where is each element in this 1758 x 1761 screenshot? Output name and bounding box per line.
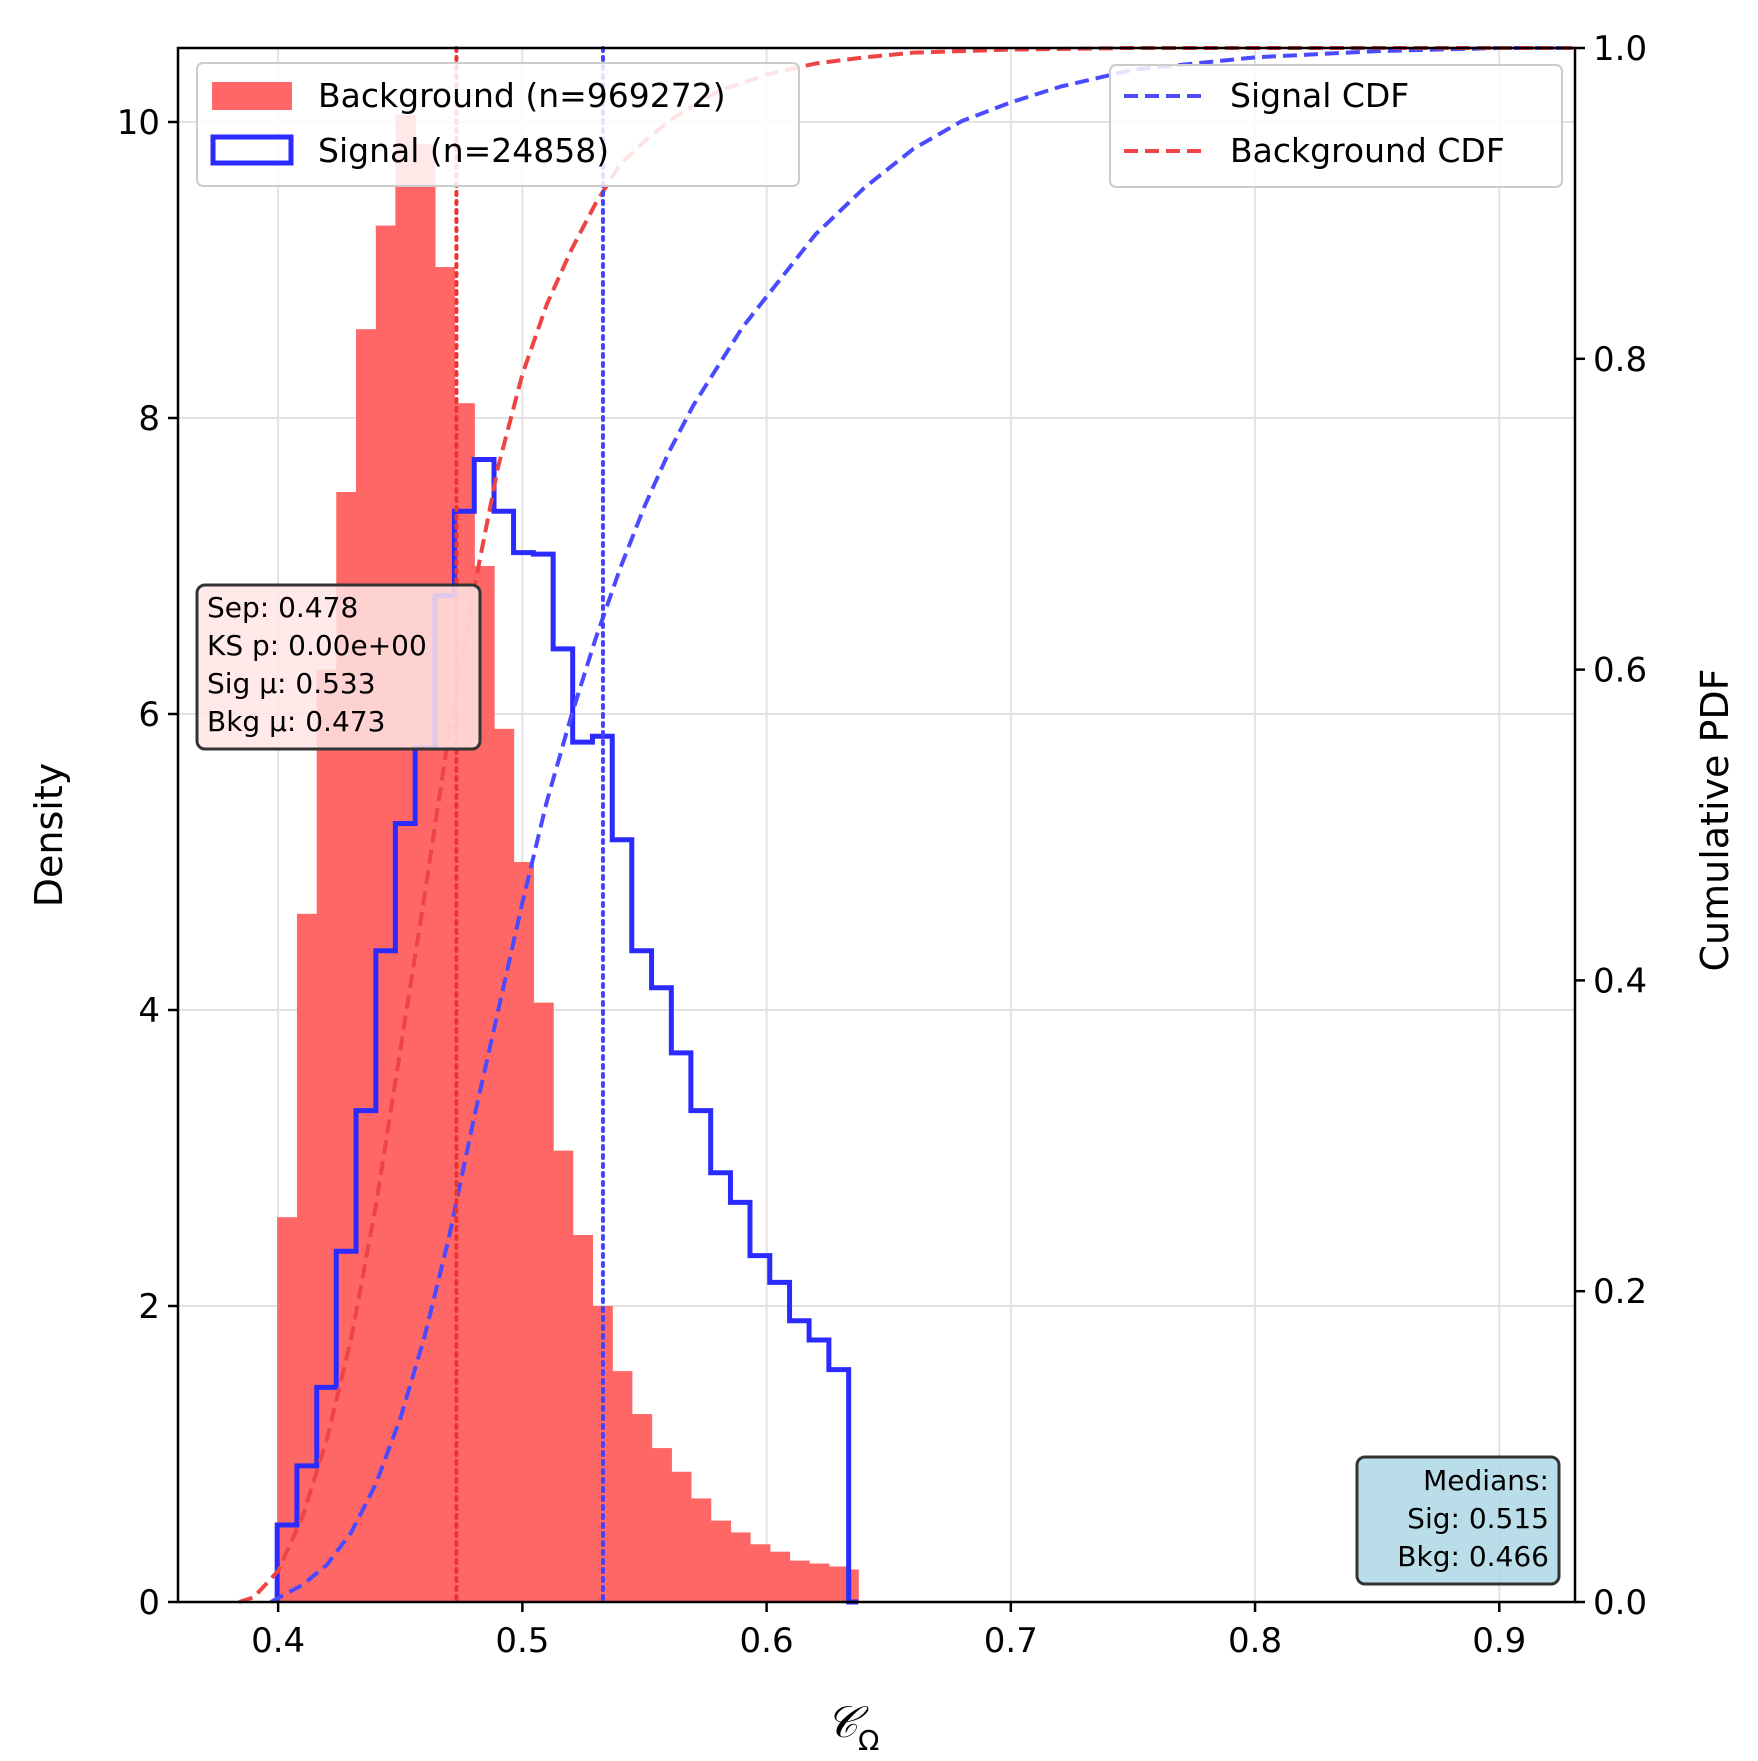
legend-swatch-background <box>212 82 292 110</box>
x-axis-title-subscript: Ω <box>858 1724 879 1757</box>
medians-box-frame <box>1355 1455 1561 1586</box>
legend-label-signal-cdf: Signal CDF <box>1230 76 1409 115</box>
legend-label-background: Background (n=969272) <box>318 76 726 115</box>
x-tick-label: 0.9 <box>1472 1621 1526 1661</box>
y2-tick-label: 1.0 <box>1593 29 1647 69</box>
legend-label-signal: Signal (n=24858) <box>318 131 609 170</box>
background-bar <box>533 1002 554 1602</box>
y2-tick-label: 0.6 <box>1593 651 1647 691</box>
background-bar <box>395 114 416 1603</box>
stats-signal-mean: Sig μ: 0.533 <box>207 667 376 700</box>
y2-tick-label: 0.0 <box>1593 1583 1647 1623</box>
x-tick-label: 0.5 <box>495 1621 549 1661</box>
y-axis-left: 0 2 4 6 8 10 <box>117 103 178 1623</box>
background-bar <box>336 492 357 1602</box>
y2-tick-label: 0.8 <box>1593 340 1647 380</box>
background-bar <box>612 1371 633 1602</box>
signal-histogram <box>274 456 859 1605</box>
x-tick-label: 0.4 <box>251 1621 305 1661</box>
background-bar <box>494 728 515 1602</box>
x-axis: 0.4 0.5 0.6 0.7 0.8 0.9 <box>251 1602 1526 1661</box>
background-bar <box>415 144 436 1603</box>
legend-frame <box>196 62 800 187</box>
stats-box: Sep: 0.478 KS p: 0.00e+00 Sig μ: 0.533 B… <box>195 583 482 751</box>
background-bar <box>434 267 456 1602</box>
y-tick-label: 2 <box>138 1287 160 1327</box>
background-bar <box>316 669 337 1602</box>
background-bar <box>375 225 396 1603</box>
plot-frame <box>176 46 1577 1604</box>
medians-box: Medians: Sig: 0.515 Bkg: 0.466 <box>1355 1455 1561 1586</box>
medians-title: Medians: <box>1423 1464 1549 1497</box>
y-tick-label: 4 <box>138 991 160 1031</box>
x-tick-label: 0.6 <box>740 1621 794 1661</box>
y-tick-label: 10 <box>117 103 160 143</box>
cdf-lines <box>238 46 1573 1604</box>
y-axis-right: 0.0 0.2 0.4 0.6 0.8 1.0 <box>1575 29 1647 1623</box>
background-bar <box>474 566 495 1602</box>
background-bar <box>553 1150 574 1602</box>
background-bar <box>690 1498 712 1602</box>
legend-swatch-signal <box>210 134 294 166</box>
background-bar <box>671 1471 692 1602</box>
y2-tick-label: 0.4 <box>1593 961 1647 1001</box>
background-bar <box>631 1414 653 1602</box>
background-bar <box>277 1217 298 1602</box>
signal-cdf-line <box>269 46 1573 1604</box>
stats-background-mean: Bkg μ: 0.473 <box>207 705 385 738</box>
median-background: Bkg: 0.466 <box>1397 1540 1549 1573</box>
legend-label-background-cdf: Background CDF <box>1230 131 1505 170</box>
y2-axis-title: Cumulative PDF <box>1693 669 1737 972</box>
background-bar <box>513 862 534 1602</box>
stats-box-frame <box>195 583 482 751</box>
background-cdf-line <box>238 46 1573 1604</box>
background-bar <box>848 1569 859 1602</box>
background-bar <box>730 1532 751 1602</box>
background-bar <box>749 1544 771 1602</box>
y-tick-label: 0 <box>138 1583 160 1623</box>
background-bar <box>828 1566 850 1602</box>
legend-cdf: Signal CDF Background CDF <box>1109 64 1563 188</box>
background-bar <box>809 1563 830 1602</box>
mean-lines <box>454 46 605 1604</box>
stats-ks-pvalue: KS p: 0.00e+00 <box>207 629 427 662</box>
signal-step-line <box>274 456 859 1605</box>
background-bar <box>710 1520 732 1602</box>
legend-frame <box>1109 64 1563 188</box>
legend-histograms: Background (n=969272) Signal (n=24858) <box>196 62 800 187</box>
x-tick-label: 0.8 <box>1228 1621 1282 1661</box>
y-tick-label: 6 <box>138 695 160 735</box>
background-bar <box>789 1560 810 1602</box>
y-axis-title: Density <box>27 763 71 907</box>
background-bar <box>769 1551 791 1602</box>
background-bar <box>572 1234 594 1602</box>
y-tick-label: 8 <box>138 399 160 439</box>
stats-separation: Sep: 0.478 <box>207 591 358 624</box>
x-tick-label: 0.7 <box>984 1621 1038 1661</box>
y2-tick-label: 0.2 <box>1593 1272 1647 1312</box>
background-bar <box>651 1448 672 1602</box>
median-signal: Sig: 0.515 <box>1407 1502 1549 1535</box>
background-bar <box>296 913 318 1602</box>
